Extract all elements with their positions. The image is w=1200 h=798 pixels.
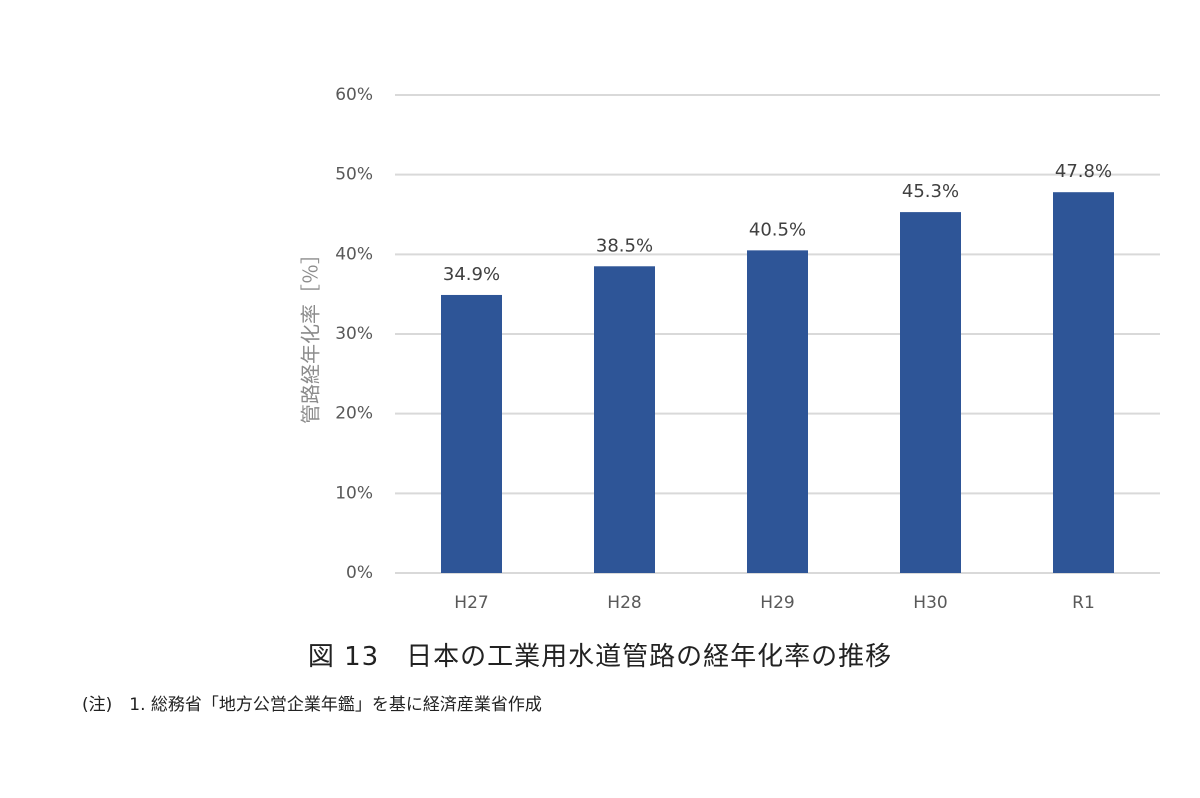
bar-chart: 0% 10% 20% 30% 40% 50% 60% 34.9% 38.5% 40.5% 45.3… [299, 85, 1160, 613]
y-tick-label: 20% [335, 404, 373, 424]
y-tick-label: 0% [346, 563, 373, 583]
bar [1053, 192, 1114, 573]
x-tick-label: H27 [454, 593, 488, 613]
figure-caption: 図 13 日本の工業用水道管路の経年化率の推移 [307, 642, 893, 672]
bars [441, 192, 1114, 574]
y-tick-label: 10% [335, 483, 373, 503]
y-tick-label: 50% [335, 165, 373, 185]
y-tick-label: 30% [335, 324, 373, 344]
data-label: 40.5% [749, 219, 806, 240]
x-tick-label: R1 [1072, 593, 1095, 613]
y-axis-label: 管路経年化率［％］ [299, 244, 323, 424]
bar [594, 266, 655, 573]
x-tick-label: H28 [607, 593, 641, 613]
x-axis-ticks: H27 H28 H29 H30 R1 [454, 593, 1095, 613]
bar [900, 212, 961, 574]
x-tick-label: H29 [760, 593, 794, 613]
y-tick-label: 60% [335, 85, 373, 105]
y-tick-label: 40% [335, 244, 373, 264]
x-tick-label: H30 [913, 593, 947, 613]
data-labels: 34.9% 38.5% 40.5% 45.3% 47.8% [443, 161, 1112, 285]
data-label: 45.3% [902, 181, 959, 202]
bar [441, 294, 502, 573]
y-axis-ticks: 0% 10% 20% 30% 40% 50% 60% [335, 85, 373, 583]
bar [747, 250, 808, 573]
source-note: (注) 1. 総務省「地方公営企業年鑑」を基に経済産業省作成 [82, 695, 542, 715]
data-label: 38.5% [596, 235, 653, 256]
data-label: 47.8% [1055, 161, 1112, 182]
data-label: 34.9% [443, 264, 500, 285]
